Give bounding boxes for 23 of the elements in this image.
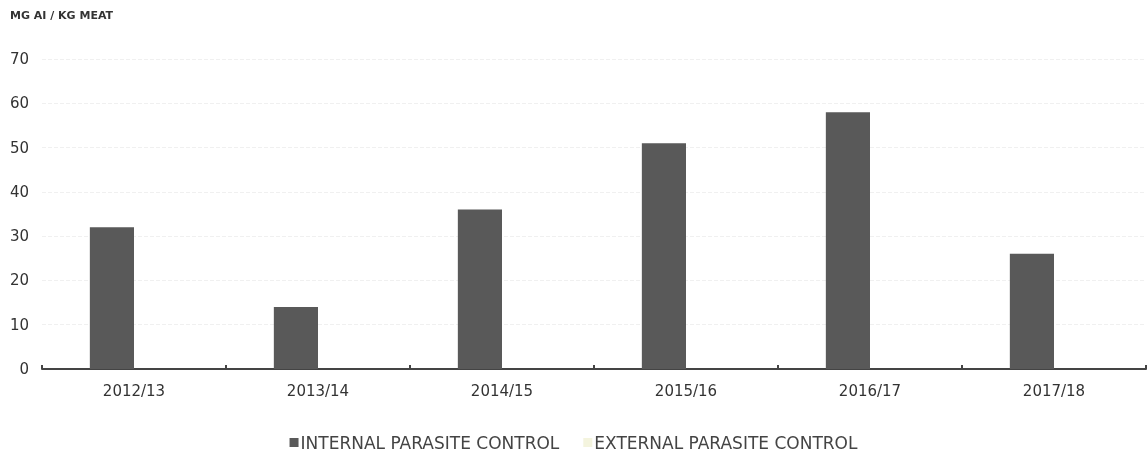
legend-label: EXTERNAL PARASITE CONTROL: [594, 432, 858, 453]
bar: [273, 307, 318, 369]
bar: [641, 143, 686, 369]
y-axis-title: MG AI / KG MEAT: [10, 9, 114, 22]
y-tick-label: 40: [9, 182, 29, 201]
y-tick-label: 0: [19, 360, 29, 378]
x-tick-label: 2015/16: [654, 381, 718, 400]
x-tick-label: 2013/14: [286, 381, 350, 400]
x-tick-label: 2016/17: [838, 381, 902, 400]
y-tick-label: 50: [9, 138, 29, 157]
y-tick-label: 70: [9, 50, 29, 68]
y-tick-label: 60: [9, 94, 29, 113]
y-tick-label: 30: [9, 227, 29, 246]
bar: [89, 227, 134, 369]
x-tick-label: 2014/15: [470, 381, 534, 400]
legend-label: INTERNAL PARASITE CONTROL: [300, 432, 560, 453]
y-tick-label: 20: [9, 271, 29, 290]
x-tick-label: 2012/13: [102, 381, 166, 400]
bar: [457, 209, 502, 369]
x-tick-label: 2017/18: [1022, 381, 1086, 400]
bar: [1009, 253, 1054, 369]
y-tick-label: 10: [9, 315, 29, 334]
bar: [825, 112, 870, 369]
